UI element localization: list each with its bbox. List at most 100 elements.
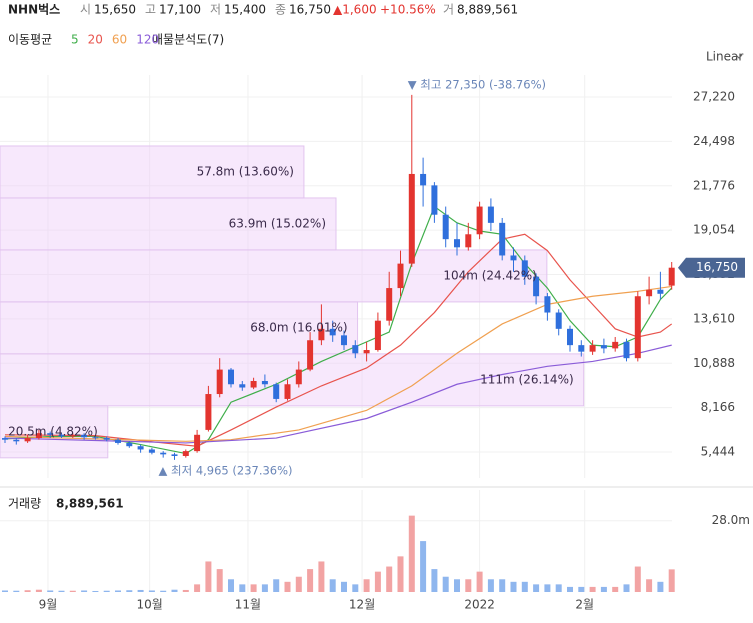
- candle-body: [92, 437, 99, 439]
- ma-legend: 60: [112, 33, 127, 47]
- candle-body: [510, 255, 517, 261]
- volume-bar: [510, 581, 517, 592]
- ma-legend: 5: [71, 33, 79, 47]
- volume-bar: [408, 515, 415, 592]
- ma-legend: 120: [136, 33, 159, 47]
- profile-bar: [0, 405, 109, 459]
- volume-bar: [567, 586, 573, 592]
- candle-body: [668, 267, 675, 286]
- candle-body: [250, 380, 257, 388]
- candle-body: [228, 369, 234, 385]
- ma-legend: 20: [88, 33, 103, 47]
- y-tick-label: 10,888: [693, 356, 735, 370]
- candle-body: [273, 384, 280, 399]
- ma-title: 이동평균: [8, 33, 52, 47]
- candle-body: [47, 433, 54, 435]
- candle-body: [352, 345, 359, 354]
- volume-bar: [137, 589, 144, 592]
- profile-bar: [0, 353, 585, 407]
- x-tick-label: 2022: [464, 598, 495, 612]
- candle-body: [657, 289, 664, 294]
- candle-body: [454, 239, 460, 248]
- volume-bar: [273, 579, 280, 592]
- volume-bar: [442, 576, 449, 592]
- volume-bar: [374, 571, 381, 592]
- candle-body: [544, 296, 551, 313]
- y-tick-label: 19,054: [693, 223, 735, 237]
- candle-body: [589, 345, 596, 352]
- volume-bar: [431, 569, 438, 592]
- candle-body: [487, 206, 494, 223]
- candle-body: [160, 452, 167, 455]
- candle-body: [623, 341, 630, 359]
- candle-body: [567, 328, 573, 346]
- label: 거: [443, 3, 454, 17]
- candle-body: [363, 350, 370, 354]
- min-annotation: ▲ 최저 4,965 (237.36%): [159, 463, 293, 477]
- volume-bar: [171, 589, 178, 592]
- profile-bar: [0, 301, 359, 355]
- label: 종: [275, 3, 286, 17]
- candle-body: [408, 173, 415, 264]
- profile-bar: [0, 197, 337, 251]
- volume-bar: [487, 579, 494, 592]
- candle-body: [239, 384, 246, 388]
- candle-body: [69, 434, 76, 437]
- volume-bar: [397, 556, 404, 592]
- volume-bar: [533, 584, 540, 592]
- volume-bar: [81, 590, 88, 592]
- candle-body: [216, 369, 223, 395]
- volume-bar: [228, 579, 234, 592]
- volume-bar: [216, 569, 223, 592]
- volume-bar: [47, 590, 54, 592]
- candle-body: [420, 173, 427, 186]
- y-tick-label: 28.0m: [712, 513, 750, 527]
- volume-bar: [250, 584, 257, 592]
- volume-bar: [329, 579, 336, 592]
- y-tick-label: 8,166: [701, 400, 735, 414]
- x-tick-label: 10월: [136, 598, 162, 612]
- volume-bar: [160, 590, 167, 592]
- volume-bar: [205, 561, 212, 592]
- profile-label: 104m (24.42%): [443, 268, 537, 282]
- volume-bar: [13, 590, 20, 592]
- volume-bar: [126, 590, 133, 592]
- profile-toggle[interactable]: 매물분석도(7): [152, 33, 224, 47]
- profile-label: 111m (26.14%): [480, 372, 574, 386]
- price-marker: [678, 257, 745, 278]
- volume-bar: [668, 569, 675, 592]
- candle-body: [194, 434, 201, 452]
- candle-body: [148, 449, 155, 453]
- candle-body: [103, 438, 110, 440]
- volume-bar: [24, 590, 31, 592]
- scale-mode[interactable]: Linear: [706, 50, 743, 64]
- candle-body: [307, 340, 314, 370]
- volume-bar: [555, 584, 562, 592]
- candle-body: [2, 438, 8, 440]
- candle-body: [533, 276, 540, 297]
- profile-label: 20.5m (4.82%): [8, 424, 98, 438]
- candle-body: [171, 454, 178, 456]
- profile-label: 68.0m (16.01%): [250, 320, 347, 334]
- volume-bar: [420, 541, 427, 592]
- candle-body: [442, 214, 449, 240]
- y-tick-label: 24,498: [693, 134, 735, 148]
- volume-bar: [307, 569, 314, 592]
- candle-body: [600, 345, 607, 349]
- candle-body: [374, 320, 381, 351]
- y-tick-label: 21,776: [693, 178, 735, 192]
- volume-bar: [295, 576, 302, 592]
- label: 시: [80, 3, 91, 17]
- volume-bar: [634, 566, 641, 592]
- moving-average: [4, 205, 673, 455]
- value: 16,750: [289, 3, 331, 17]
- profile-bar: [0, 145, 305, 199]
- profile-bar: [0, 249, 548, 303]
- x-tick-label: 11월: [235, 598, 261, 612]
- y-tick-label: 27,220: [693, 90, 735, 104]
- volume-bar: [657, 581, 664, 592]
- volume-bar: [115, 590, 121, 592]
- price-marker-label: 16,750: [696, 260, 738, 274]
- candle-body: [35, 433, 42, 439]
- value: 15,400: [224, 3, 266, 17]
